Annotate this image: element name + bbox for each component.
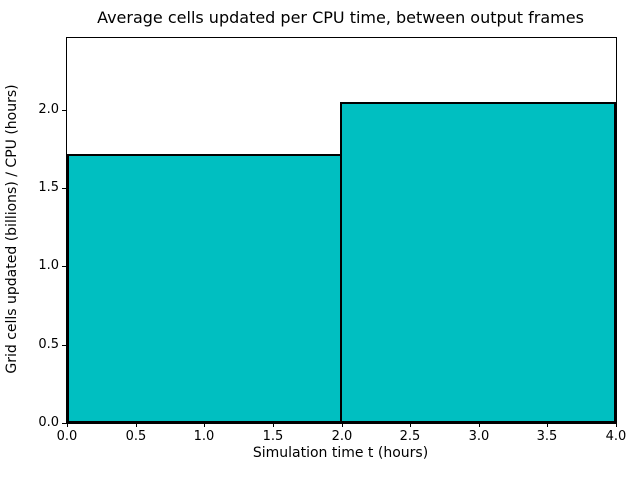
x-tick-label: 1.5 bbox=[262, 429, 284, 444]
y-tick-label: 1.0 bbox=[38, 258, 59, 273]
y-tick-label: 2.0 bbox=[38, 102, 59, 117]
x-tick-mark bbox=[273, 423, 274, 427]
y-tick-mark bbox=[62, 110, 66, 111]
y-tick-mark bbox=[62, 188, 66, 189]
x-tick-mark bbox=[616, 423, 617, 427]
x-tick-label: 2.0 bbox=[331, 429, 353, 444]
y-axis-label: Grid cells updated (billions) / CPU (hou… bbox=[4, 84, 20, 374]
y-tick-mark bbox=[62, 423, 66, 424]
y-tick-mark bbox=[62, 345, 66, 346]
x-tick-mark bbox=[136, 423, 137, 427]
histogram-bar bbox=[340, 102, 616, 423]
x-tick-label: 4.0 bbox=[605, 429, 627, 444]
x-tick-mark bbox=[342, 423, 343, 427]
x-tick-label: 3.5 bbox=[536, 429, 558, 444]
x-tick-label: 1.0 bbox=[193, 429, 215, 444]
x-tick-mark bbox=[410, 423, 411, 427]
y-tick-label: 1.5 bbox=[38, 180, 59, 195]
y-tick-label: 0.0 bbox=[38, 415, 59, 430]
x-tick-mark bbox=[547, 423, 548, 427]
x-tick-label: 2.5 bbox=[399, 429, 421, 444]
x-axis-label: Simulation time t (hours) bbox=[252, 445, 429, 461]
y-tick-label: 0.5 bbox=[38, 337, 59, 352]
histogram-bar bbox=[67, 154, 342, 423]
x-tick-label: 0.0 bbox=[56, 429, 78, 444]
x-tick-mark bbox=[204, 423, 205, 427]
x-tick-mark bbox=[479, 423, 480, 427]
chart-title: Average cells updated per CPU time, betw… bbox=[97, 8, 584, 27]
x-tick-label: 3.0 bbox=[468, 429, 490, 444]
y-tick-mark bbox=[62, 266, 66, 267]
x-tick-mark bbox=[67, 423, 68, 427]
plot-area: 0.0 0.5 1.0 1.5 2.0 2.5 3.0 3.5 4.0 0.0 0.5 1.0 1.5 2… bbox=[38, 37, 626, 444]
x-tick-label: 0.5 bbox=[125, 429, 147, 444]
